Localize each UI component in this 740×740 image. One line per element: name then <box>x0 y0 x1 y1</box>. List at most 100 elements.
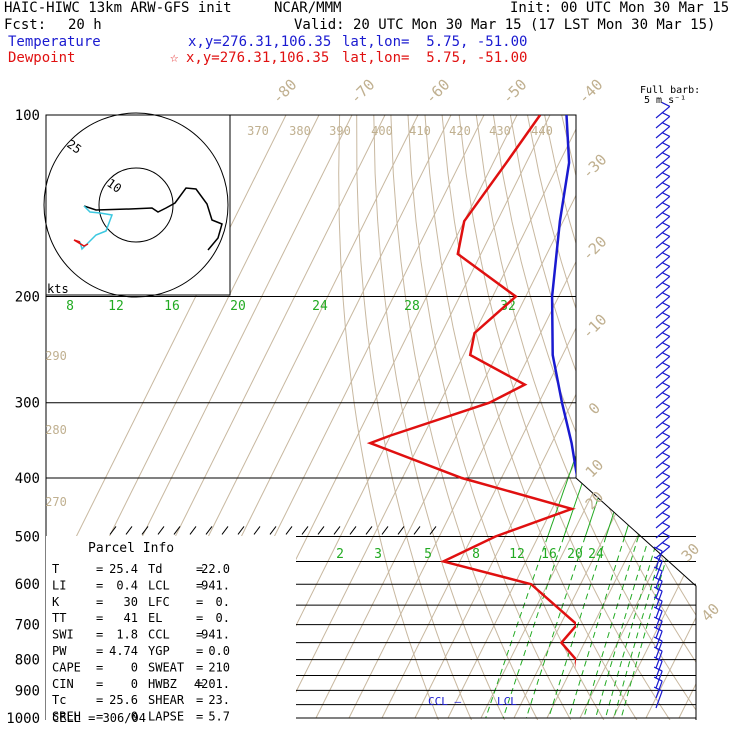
mixing-ratio-label: 3 <box>374 547 382 562</box>
wind-barb-staff <box>655 455 671 469</box>
dewpoint-latlon: lat,lon= 5.75, -51.00 <box>342 50 528 66</box>
isotherm-line <box>513 115 696 719</box>
isotherm-label: -10 <box>579 311 611 343</box>
wind-barb-flag <box>661 121 671 127</box>
wind-barb-flag <box>653 646 663 652</box>
barb-legend-title: Full barb: <box>640 85 701 96</box>
mixing-ratio-line <box>648 296 696 537</box>
wind-barb-flag <box>653 626 663 632</box>
wind-barb-staff <box>655 690 663 709</box>
wind-barb-staff <box>655 255 671 269</box>
wind-barb-flag <box>661 401 671 407</box>
wind-barb-staff <box>655 225 671 239</box>
wind-barbs <box>653 101 671 709</box>
temperature-latlon: lat,lon= 5.75, -51.00 <box>342 34 528 50</box>
parcel-key: CAPE <box>52 660 81 674</box>
wind-barb-flag <box>653 676 663 682</box>
temperature-xy: x,y=276.31,106.35 <box>188 34 332 50</box>
mixing-ratio-label: 8 <box>66 299 74 314</box>
wind-barb-staff <box>655 515 671 529</box>
mixing-ratio-label: 8 <box>472 547 480 562</box>
parcel-value: 1.8 <box>116 628 138 642</box>
pressure-tick-label: 100 <box>15 108 40 124</box>
wind-barb-staff <box>655 195 671 209</box>
wind-barb-flag <box>653 616 663 622</box>
hodograph: 25 10 kts <box>43 112 231 298</box>
isotherm-line <box>546 115 696 719</box>
parcel-key: LAPSE <box>148 710 184 724</box>
theta-label: 410 <box>409 124 431 138</box>
wind-barb-flag <box>661 521 671 527</box>
wind-barb-flag <box>661 311 671 317</box>
wind-barb-flag <box>661 411 671 417</box>
parcel-value: 41 <box>124 611 138 625</box>
wind-barb-staff <box>655 445 671 459</box>
theta-label: 280 <box>45 423 67 437</box>
wind-barb-staff <box>655 175 671 189</box>
theta-label: 390 <box>329 124 351 138</box>
mixing-ratio-label: 24 <box>312 299 328 314</box>
wind-barb-flag <box>661 531 671 537</box>
hatch-mark <box>365 526 373 535</box>
wind-barb-flag <box>661 541 671 547</box>
mixing-ratio-label: 2 <box>336 547 344 562</box>
valid-time: Valid: 20 UTC Mon 30 Mar 15 (17 LST Mon … <box>294 17 716 33</box>
theta-label: 370 <box>247 124 269 138</box>
wind-barb-flag <box>661 331 671 337</box>
parcel-key: SHEAR <box>148 693 185 707</box>
hatch-mark <box>205 526 213 535</box>
wind-barb-flag <box>653 546 663 552</box>
parcel-value: 23. <box>208 693 230 707</box>
wind-barb-flag <box>653 596 663 602</box>
wind-barb-flag <box>661 251 671 257</box>
wind-barb-staff <box>655 325 671 339</box>
mixing-ratio-label: 12 <box>509 547 525 562</box>
temperature-legend: Temperature <box>8 34 101 50</box>
wind-barb-staff <box>655 295 671 309</box>
mixing-ratio-label: 16 <box>541 547 557 562</box>
parcel-equals: = <box>96 677 103 691</box>
wind-barb-flag <box>661 291 671 297</box>
dry-adiabat-line <box>680 115 696 720</box>
isotherm-line <box>249 115 551 719</box>
wind-barb-flag <box>661 321 671 327</box>
isotherm-label: -20 <box>579 233 611 265</box>
parcel-equals: = <box>196 710 203 724</box>
wind-barb-flag <box>653 586 663 592</box>
theta-label: 380 <box>289 124 311 138</box>
wind-barb-staff <box>655 545 671 559</box>
wind-barb-flag <box>661 281 671 287</box>
wind-barb-staff <box>655 355 671 369</box>
pressure-tick-label: 700 <box>15 618 40 634</box>
dry-adiabat-line <box>492 115 696 720</box>
parcel-equals: = <box>196 562 203 576</box>
isotherm-label: -70 <box>347 76 379 108</box>
wind-barb-flag <box>661 361 671 367</box>
mixing-ratio-label: 12 <box>108 299 124 314</box>
wind-barb-flag <box>653 606 663 612</box>
parcel-value: 25.4 <box>109 562 138 576</box>
hatch-mark <box>317 526 325 535</box>
parcel-key: TT <box>52 611 66 625</box>
parcel-key: YGP <box>148 644 170 658</box>
dry-adiabat-line <box>441 115 645 720</box>
wind-barb-flag <box>661 481 671 487</box>
wind-barb-flag <box>661 191 671 197</box>
wind-barb-flag <box>653 576 663 582</box>
hatch-mark <box>237 526 245 535</box>
wind-barb-staff <box>655 115 671 129</box>
wind-barb-flag <box>653 556 663 562</box>
fcst-value: 20 h <box>68 17 102 33</box>
parcel-value: 22.0 <box>201 562 230 576</box>
wind-barb-flag <box>661 501 671 507</box>
dry-adiabat-lines <box>338 115 696 720</box>
mixing-ratio-label: 28 <box>404 299 420 314</box>
dry-adiabat-line <box>424 115 611 720</box>
wind-barb-staff <box>655 495 671 509</box>
wind-barb-flag <box>661 131 671 137</box>
wind-barb-flag <box>661 151 671 157</box>
wind-barb-flag <box>661 461 671 467</box>
parcel-equals: = <box>196 693 203 707</box>
parcel-equals: = <box>196 660 203 674</box>
pressure-tick-label: 1000 <box>6 711 40 727</box>
